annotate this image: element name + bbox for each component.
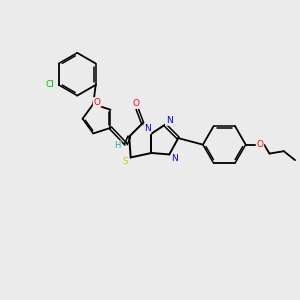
Text: Cl: Cl [45, 80, 54, 89]
Text: O: O [132, 99, 139, 108]
Text: N: N [144, 124, 151, 134]
Text: O: O [94, 98, 100, 107]
Text: H: H [114, 141, 121, 150]
Text: N: N [166, 116, 172, 125]
Text: N: N [172, 154, 178, 163]
Text: O: O [256, 140, 263, 149]
Text: S: S [122, 157, 128, 166]
